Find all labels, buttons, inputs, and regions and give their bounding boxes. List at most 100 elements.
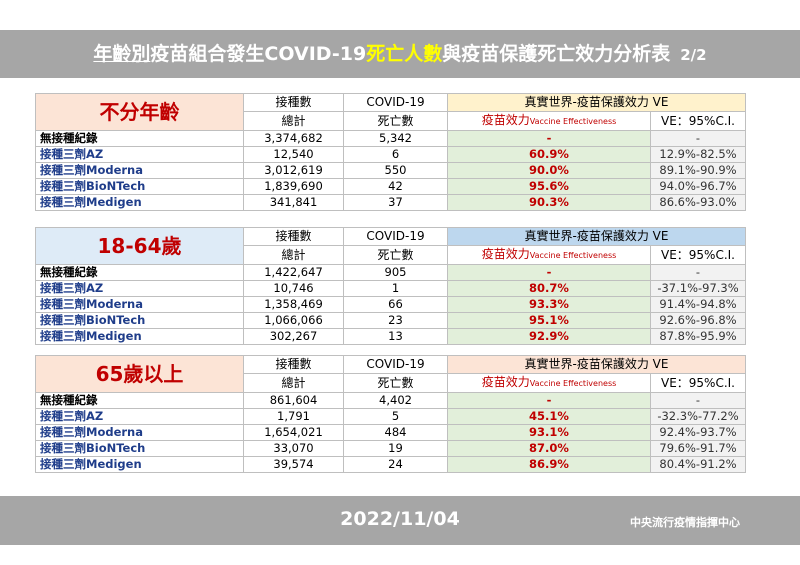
- header-cell: COVID-19: [343, 227, 448, 246]
- data-row: 無接種紀錄 1,422,647 905- -: [35, 264, 746, 281]
- cell: 1: [343, 280, 448, 297]
- cell: 5: [343, 408, 448, 425]
- data-table: 18-64歲 接種數 COVID-19 真實世界-疫苗保護效力 VE 總計 死亡數 疫苗效力…: [35, 227, 746, 345]
- cell: 接種三劑AZ: [35, 408, 244, 425]
- header-cell: VE：95%C.I.: [650, 111, 746, 131]
- cell: 1,839,690: [243, 178, 344, 195]
- data-table: 不分年齡 接種數 COVID-19 真實世界-疫苗保護效力 VE 總計 死亡數 疫苗效力Va…: [35, 93, 746, 211]
- cell: 1,358,469: [243, 296, 344, 313]
- ve-label: 疫苗效力: [481, 375, 530, 389]
- data-row: 接種三劑AZ 12,540 6 60.9% 12.9%-82.5%: [35, 146, 746, 163]
- group-label: 不分年齡: [35, 93, 244, 131]
- title: 疫苗組合發生COVID-19: [150, 43, 367, 65]
- header-cell: 接種數: [243, 355, 344, 374]
- cell: 92.6%-96.8%: [650, 312, 746, 329]
- cell: -: [447, 130, 651, 147]
- cell: 93.1%: [447, 424, 651, 441]
- cell: 3,374,682: [243, 130, 344, 147]
- cell: 接種三劑Medigen: [35, 194, 244, 211]
- data-row: 接種三劑BioNTech 33,070 19 87.0% 79.6%-91.7%: [35, 440, 746, 457]
- cell: 39,574: [243, 456, 344, 473]
- cell: -: [650, 392, 746, 409]
- cell: 5,342: [343, 130, 448, 147]
- cell: 接種三劑Moderna: [35, 162, 244, 179]
- cell: 接種三劑BioNTech: [35, 440, 244, 457]
- cell: 905: [343, 264, 448, 281]
- header-cell: 疫苗效力Vaccine Effectiveness: [447, 373, 651, 393]
- title-highlight: 死亡人數: [366, 43, 443, 65]
- cell: 91.4%-94.8%: [650, 296, 746, 313]
- cell: 45.1%: [447, 408, 651, 425]
- data-row: 接種三劑AZ 1,791 5 45.1% -32.3%-77.2%: [35, 408, 746, 425]
- cell: 4,402: [343, 392, 448, 409]
- cell: -: [447, 264, 651, 281]
- cell: 92.4%-93.7%: [650, 424, 746, 441]
- cell: 93.3%: [447, 296, 651, 313]
- cell: 89.1%-90.9%: [650, 162, 746, 179]
- cell: 86.9%: [447, 456, 651, 473]
- cell: 42: [343, 178, 448, 195]
- cell: 341,841: [243, 194, 344, 211]
- header-row: 總計 死亡數 疫苗效力Vaccine Effectiveness VE：95%C.I.: [36, 373, 746, 393]
- footer-bar: 2022/11/04 中央流行疫情指揮中心: [0, 496, 800, 545]
- cell: 66: [343, 296, 448, 313]
- cell: 接種三劑AZ: [35, 146, 244, 163]
- cell: 接種三劑Medigen: [35, 456, 244, 473]
- cell: -: [447, 392, 651, 409]
- cell: 79.6%-91.7%: [650, 440, 746, 457]
- group-label: 18-64歲: [35, 227, 244, 265]
- data-table: 65歲以上 接種數 COVID-19 真實世界-疫苗保護效力 VE 總計 死亡數 疫苗效力V…: [35, 355, 746, 473]
- cell: 1,654,021: [243, 424, 344, 441]
- cell: 10,746: [243, 280, 344, 297]
- ve-label: 疫苗效力: [481, 247, 530, 261]
- cell: 90.3%: [447, 194, 651, 211]
- cell: -: [650, 130, 746, 147]
- cell: 接種三劑BioNTech: [35, 312, 244, 329]
- header-cell: 接種數: [243, 227, 344, 246]
- header-cell: 疫苗效力Vaccine Effectiveness: [447, 245, 651, 265]
- ve-label-en: Vaccine Effectiveness: [529, 117, 617, 126]
- cell: 接種三劑Medigen: [35, 328, 244, 345]
- cell: 1,791: [243, 408, 344, 425]
- data-row: 接種三劑BioNTech 1,839,690 42 95.6% 94.0%-96.7%: [35, 178, 746, 195]
- header-row: 65歲以上 接種數 COVID-19 真實世界-疫苗保護效力 VE: [35, 355, 746, 393]
- cell: 無接種紀錄: [35, 264, 244, 281]
- data-row: 接種三劑BioNTech 1,066,066 23 95.1% 92.6%-96.8%: [35, 312, 746, 329]
- data-row: 接種三劑Moderna 1,358,469 66 93.3% 91.4%-94.8%: [35, 296, 746, 313]
- title-bar: 年齡別疫苗組合發生COVID-19死亡人數與疫苗保護死亡效力分析表 2/2: [0, 30, 800, 78]
- data-row: 接種三劑Moderna 1,654,021 484 93.1% 92.4%-93.7%: [35, 424, 746, 441]
- data-row: 無接種紀錄 861,604 4,402- -: [35, 392, 746, 409]
- data-row: 接種三劑Medigen 39,574 24 86.9% 80.4%-91.2%: [35, 456, 746, 473]
- header-cell: 死亡數: [343, 245, 448, 265]
- data-row: 接種三劑Moderna 3,012,619 550 90.0% 89.1%-90.9%: [35, 162, 746, 179]
- cell: 19: [343, 440, 448, 457]
- header-row: 18-64歲 接種數 COVID-19 真實世界-疫苗保護效力 VE: [35, 227, 746, 265]
- cell: -32.3%-77.2%: [650, 408, 746, 425]
- title: 年齡別: [93, 43, 151, 65]
- cell: 24: [343, 456, 448, 473]
- cell: 接種三劑AZ: [35, 280, 244, 297]
- cell: 無接種紀錄: [35, 392, 244, 409]
- cell: 6: [343, 146, 448, 163]
- header-cell: 接種數: [243, 93, 344, 112]
- ve-label: 疫苗效力: [481, 113, 530, 127]
- ve-label-en: Vaccine Effectiveness: [529, 251, 617, 260]
- header-cell: 總計: [243, 245, 344, 265]
- header-cell: 死亡數: [343, 373, 448, 393]
- header-cell: COVID-19: [343, 355, 448, 374]
- date: 2022/11/04: [340, 508, 460, 530]
- header-cell: 真實世界-疫苗保護效力 VE: [447, 93, 746, 112]
- cell: 1,066,066: [243, 312, 344, 329]
- cell: 12,540: [243, 146, 344, 163]
- cell: 3,012,619: [243, 162, 344, 179]
- cell: 1,422,647: [243, 264, 344, 281]
- cell: 90.0%: [447, 162, 651, 179]
- agency: 中央流行疫情指揮中心: [630, 516, 740, 529]
- title: 與疫苗保護死亡效力分析表: [442, 43, 671, 65]
- header-cell: COVID-19: [343, 93, 448, 112]
- data-row: 接種三劑AZ 10,746 1 80.7% -37.1%-97.3%: [35, 280, 746, 297]
- header-cell: 疫苗效力Vaccine Effectiveness: [447, 111, 651, 131]
- cell: 550: [343, 162, 448, 179]
- page-number: 2/2: [680, 46, 707, 64]
